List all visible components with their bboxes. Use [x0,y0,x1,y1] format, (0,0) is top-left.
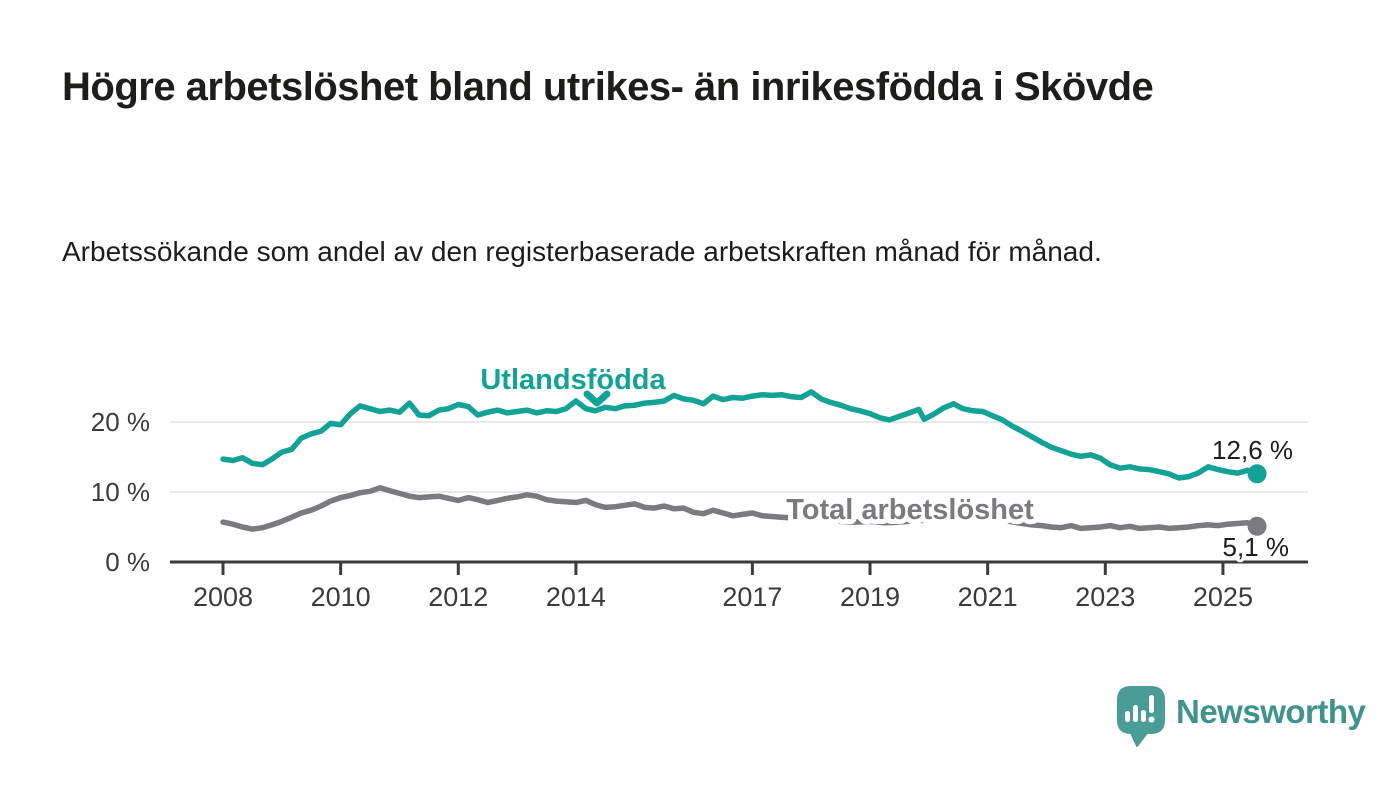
newsworthy-logo-text: Newsworthy [1176,693,1366,730]
y-axis-tick-label: 0 % [105,547,150,577]
series-line-utlandsfodda [220,389,1260,481]
series-label-total: Total arbetslöshet [786,494,1034,526]
x-axis-tick-label: 2012 [428,582,488,612]
chart-pin-icon [1117,686,1165,747]
chevron-down-icon [583,390,611,407]
page-title: Högre arbetslöshet bland utrikes- än inr… [62,65,1154,109]
page-subtitle: Arbetssökande som andel av den registerb… [62,236,1102,267]
x-axis-tick-label: 2023 [1075,582,1135,612]
end-value-label-total: 5,1 % [1223,532,1290,562]
series-label-utlandsfodda: Utlandsfödda [480,364,666,396]
x-axis-tick-label: 2021 [958,582,1018,612]
series-end-dot-utlandsfodda [1247,464,1267,484]
newsworthy-logo: Newsworthy [1113,682,1366,752]
series-end-dot-total [1247,516,1267,536]
x-axis-tick-label: 2019 [840,582,900,612]
end-value-label-utlandsfodda: 12,6 % [1212,435,1293,465]
x-axis-tick-label: 2014 [546,582,606,612]
y-axis-tick-label: 20 % [91,407,150,437]
x-axis-tick-label: 2025 [1193,582,1253,612]
series-line-total [220,485,1260,532]
x-axis-tick-label: 2008 [193,582,253,612]
y-axis-tick-label: 10 % [91,477,150,507]
x-axis-tick-label: 2010 [311,582,371,612]
x-axis-tick-label: 2017 [722,582,782,612]
